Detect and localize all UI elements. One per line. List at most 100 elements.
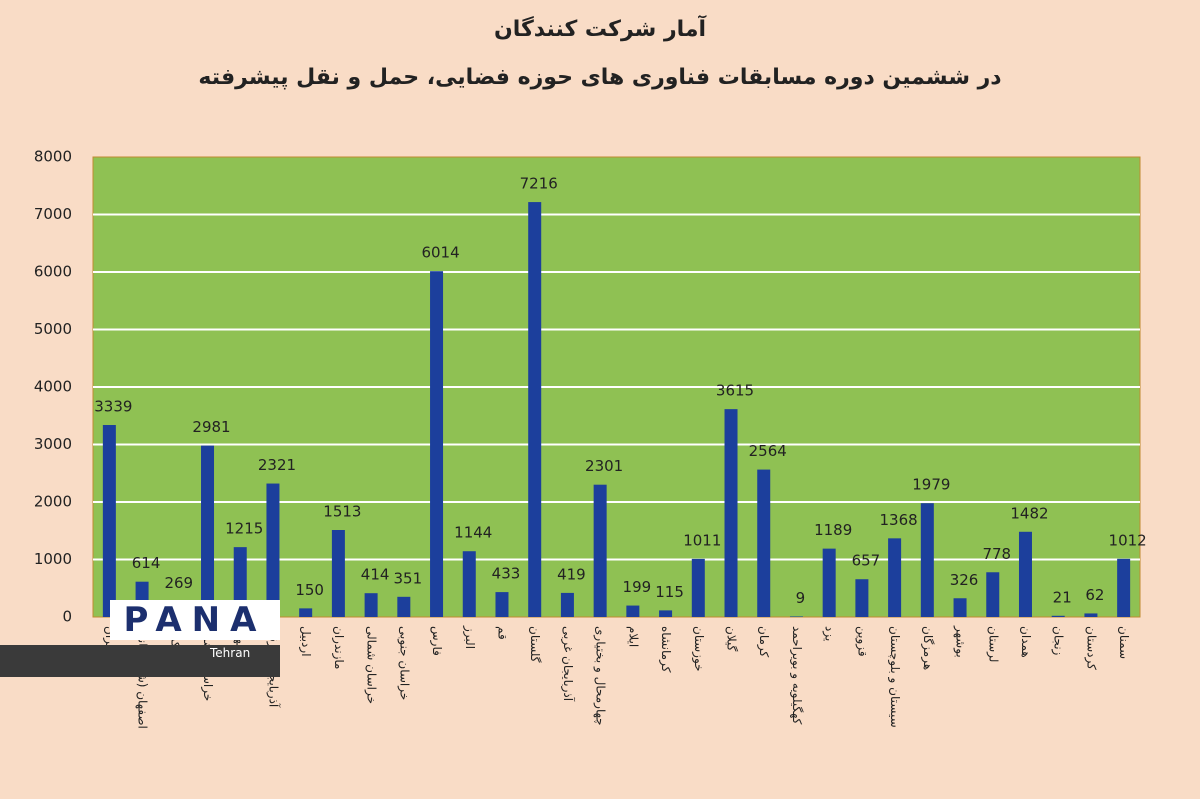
x-tick-label: قم xyxy=(495,626,509,640)
bar xyxy=(757,469,771,617)
bar xyxy=(1084,613,1098,617)
x-tick-label: خوزستان xyxy=(691,626,706,672)
x-tick-label: سمنان xyxy=(1117,626,1131,659)
value-label: 2321 xyxy=(258,456,296,474)
x-tick-label: کرمانشاه xyxy=(658,626,673,673)
x-tick-label: خراسان جنوبی xyxy=(396,626,411,700)
value-label: 3339 xyxy=(94,398,132,416)
bar xyxy=(953,598,967,617)
value-label: 9 xyxy=(796,589,806,607)
value-label: 1513 xyxy=(323,503,361,521)
x-tick-label: گلستان xyxy=(528,626,542,663)
bar xyxy=(659,610,673,617)
y-tick-label: 6000 xyxy=(34,263,72,281)
x-tick-label: فارس xyxy=(429,626,444,656)
value-label: 419 xyxy=(557,565,586,583)
value-label: 351 xyxy=(394,569,423,587)
value-label: 115 xyxy=(655,583,684,601)
value-label: 6014 xyxy=(421,244,459,262)
bar xyxy=(626,605,640,617)
value-label: 1189 xyxy=(814,521,852,539)
bar xyxy=(1051,615,1065,617)
bar xyxy=(299,608,313,617)
bar xyxy=(724,409,738,617)
bar xyxy=(331,530,345,617)
bar xyxy=(102,425,116,617)
bar xyxy=(691,558,705,617)
bar xyxy=(462,551,476,617)
y-tick-label: 4000 xyxy=(34,378,72,396)
value-label: 657 xyxy=(852,552,881,570)
value-label: 326 xyxy=(950,571,979,589)
bar xyxy=(822,548,836,617)
bar xyxy=(1018,531,1032,617)
x-tick-label: چهارمحال و بختیاری xyxy=(593,626,608,726)
value-label: 199 xyxy=(623,578,652,596)
bar xyxy=(430,271,444,617)
value-label: 62 xyxy=(1085,586,1104,604)
x-tick-label: اردبیل xyxy=(298,626,313,657)
value-label: 21 xyxy=(1053,588,1072,606)
y-tick-label: 5000 xyxy=(34,320,72,338)
x-tick-label: سیستان و بلوچستان xyxy=(887,626,902,728)
y-tick-label: 3000 xyxy=(34,435,72,453)
bar xyxy=(495,592,509,617)
x-tick-label: یزد xyxy=(822,626,837,641)
value-label: 1012 xyxy=(1109,531,1147,549)
bar xyxy=(266,483,280,617)
x-tick-label: بوشهر xyxy=(953,625,968,658)
value-label: 1011 xyxy=(683,531,721,549)
bar xyxy=(364,593,378,617)
x-tick-label: اصفهان (شهرستانها) xyxy=(135,626,150,729)
watermark-city: Tehran xyxy=(210,646,251,660)
x-tick-label: ایلام xyxy=(626,626,640,647)
value-label: 1482 xyxy=(1010,504,1048,522)
watermark-logo: PANA xyxy=(110,600,280,640)
x-tick-label: کهگیلویه و بویراحمد xyxy=(789,626,804,725)
bar xyxy=(593,484,607,617)
x-tick-label: کرمان xyxy=(756,626,771,658)
y-tick-label: 2000 xyxy=(34,493,72,511)
x-tick-label: گیلان xyxy=(725,626,739,652)
bar xyxy=(888,538,902,617)
bar xyxy=(1117,558,1131,617)
x-tick-label: کردستان xyxy=(1083,626,1098,670)
bar xyxy=(233,547,247,617)
value-label: 2564 xyxy=(749,442,787,460)
x-tick-label: آذربایجان غربی xyxy=(560,626,576,702)
value-label: 433 xyxy=(492,565,521,583)
x-tick-label: زنجان xyxy=(1051,626,1066,656)
y-tick-label: 1000 xyxy=(34,550,72,568)
watermark-band xyxy=(0,645,280,677)
x-tick-label: قزوین xyxy=(854,626,869,657)
bar xyxy=(397,596,411,617)
chart-title: آمار شرکت کنندگان xyxy=(494,14,707,42)
value-label: 2301 xyxy=(585,457,623,475)
value-label: 150 xyxy=(295,581,324,599)
value-label: 614 xyxy=(132,554,161,572)
value-label: 1144 xyxy=(454,524,492,542)
value-label: 2981 xyxy=(192,418,230,436)
x-tick-label: مازندران xyxy=(331,626,346,669)
bar xyxy=(986,572,1000,617)
value-label: 269 xyxy=(164,574,193,592)
x-tick-label: البرز xyxy=(462,625,477,649)
value-label: 778 xyxy=(982,545,1011,563)
y-tick-label: 0 xyxy=(62,608,72,626)
y-tick-label: 8000 xyxy=(34,148,72,166)
bar xyxy=(789,616,803,617)
value-label: 414 xyxy=(361,566,390,584)
bar xyxy=(855,579,869,617)
value-label: 1368 xyxy=(880,511,918,529)
bar xyxy=(560,592,574,617)
value-label: 7216 xyxy=(520,175,558,193)
x-tick-label: خراسان شمالی xyxy=(364,626,379,704)
bar xyxy=(201,445,215,617)
bar xyxy=(528,202,542,617)
value-label: 1979 xyxy=(912,476,950,494)
x-tick-label: لرستان xyxy=(985,626,1000,662)
y-tick-label: 7000 xyxy=(34,205,72,223)
x-tick-label: همدان xyxy=(1019,626,1033,658)
